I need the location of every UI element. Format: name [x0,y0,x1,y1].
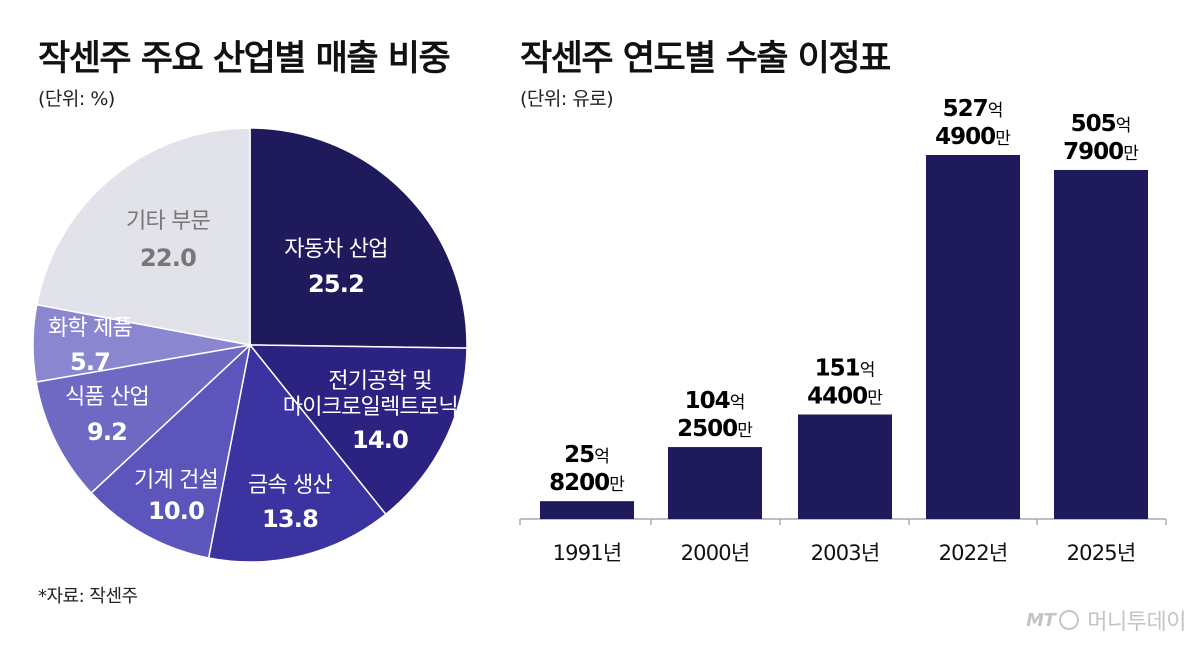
bar-4 [926,155,1020,519]
bar-value-label-line2-3: 4400만 [807,383,883,409]
pie-slice-label-4: 기계 건설 [134,468,218,493]
bar-chart-title: 작센주 연도별 수출 이정표 [520,39,891,79]
bar-category-label-1: 1991년 [553,541,622,565]
pie-slice-1 [249,127,468,349]
pie-slice-label-5: 식품 산업 [65,385,149,410]
pie-slice-value-4: 10.0 [148,497,204,525]
bar-value-label-line2-5: 7900만 [1063,139,1139,165]
pie-chart-title: 작센주 주요 산업별 매출 비중 [38,39,451,79]
pie-slice-label-3: 금속 생산 [248,473,333,498]
pie-slice-value-5: 9.2 [87,418,127,446]
bar-category-label-3: 2003년 [811,541,880,565]
pie-slice-5 [35,343,253,494]
bar-3 [798,414,892,519]
publisher-logo: MT 머니투데이 [1026,604,1186,636]
bar-1 [540,501,634,519]
pie-slice-value-6: 5.7 [70,348,110,376]
bar-value-label-line1-1: 25억 [564,442,610,468]
pie-chart-unit: (단위: %) [38,88,115,110]
bar-value-label-line1-4: 527억 [943,96,1004,122]
bar-value-label-line1-3: 151억 [815,355,876,381]
bar-category-label-2: 2000년 [681,541,750,565]
pie-slice-value-1: 25.2 [308,270,364,298]
pie-slice-label-1: 자동차 산업 [284,237,387,262]
bar-value-label-line2-1: 8200만 [549,470,625,496]
pie-slice-label-6: 화학 제품 [48,316,133,341]
pie-slice-7 [35,127,251,346]
source-note: *자료: 작센주 [38,586,138,607]
pie-slice-value-2: 14.0 [352,426,408,454]
pie-slice-label-2-line-2: 마이크로일렉트로닉스 [283,395,478,420]
bar-chart-unit: (단위: 유로) [520,88,614,110]
logo-name: 머니투데이 [1087,610,1186,635]
pie-slice-label-7: 기타 부문 [126,209,211,234]
bar-category-label-5: 2025년 [1067,541,1136,565]
pie-slice-value-3: 13.8 [262,505,318,533]
bar-5 [1054,169,1148,520]
pie-slice-4 [90,342,252,559]
logo-orb-icon [1059,610,1080,630]
pie-slice-3 [207,343,387,563]
bar-value-label-line1-5: 505억 [1071,111,1132,137]
bar-2 [668,447,762,519]
pie-slice-2 [248,344,468,516]
pie-slice-label-2-line-1: 전기공학 및 [328,369,431,394]
bar-category-label-4: 2022년 [939,541,1008,565]
bar-value-label-line2-4: 4900만 [935,124,1011,150]
pie-slice-value-7: 22.0 [140,244,196,272]
bar-value-label-line2-2: 2500만 [677,416,753,442]
logo-mark: MT [1026,609,1056,631]
bar-value-label-line1-2: 104억 [685,388,746,414]
